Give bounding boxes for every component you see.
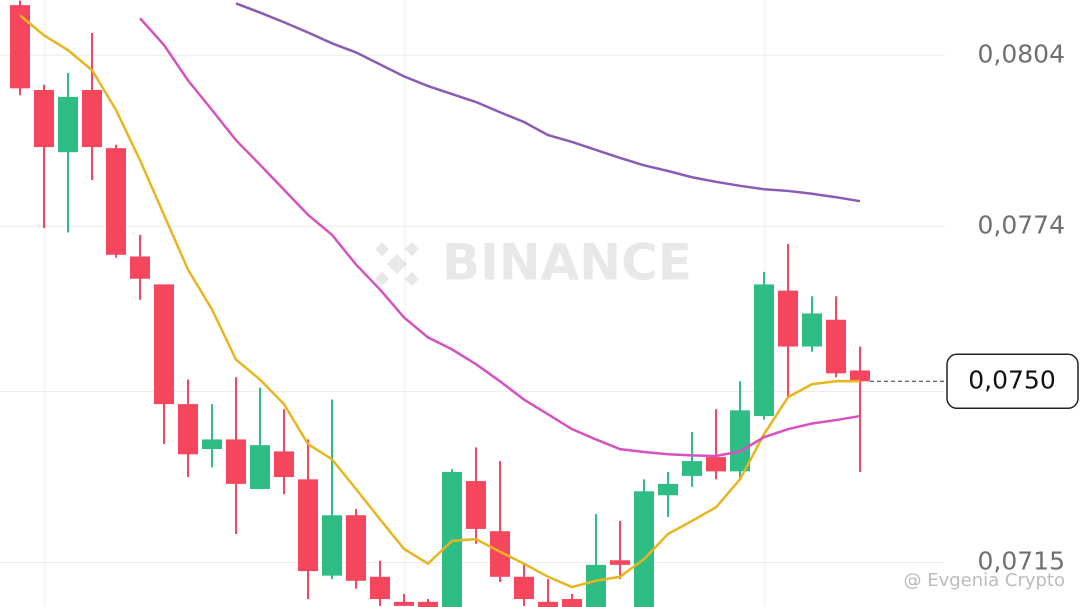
candle-body	[610, 560, 630, 565]
candle-body	[298, 479, 318, 572]
y-tick-label: 0,0774	[978, 210, 1065, 239]
candle-body	[490, 531, 510, 577]
y-tick-label: 0,0715	[978, 547, 1065, 576]
plot	[10, 0, 870, 607]
candle-body	[226, 439, 246, 484]
candle-body	[442, 471, 462, 607]
candle-body	[466, 481, 486, 529]
candle-body	[202, 439, 222, 450]
candle-body	[802, 313, 822, 347]
candle-body	[82, 90, 102, 148]
candle-body	[274, 451, 294, 478]
candle-body	[850, 370, 870, 382]
candle-body	[514, 576, 534, 600]
watermark-text: BINANCE	[442, 234, 692, 292]
candle-body	[250, 445, 270, 490]
candle-body	[706, 457, 726, 472]
candle-body	[826, 319, 846, 374]
watermark: BINANCE	[375, 234, 692, 292]
candle-body	[322, 515, 342, 576]
y-tick-label: 0,0804	[978, 39, 1065, 68]
credit: @ Evgenia Crypto	[903, 570, 1065, 591]
candle-body	[58, 96, 78, 153]
ma-line	[19, 14, 860, 589]
candle-body	[418, 601, 438, 607]
candle-body	[730, 410, 750, 472]
price-box	[946, 353, 1079, 410]
candle-body	[178, 404, 198, 455]
candle-body	[754, 284, 774, 417]
watermark-logo	[375, 242, 419, 286]
candle-body	[346, 515, 366, 581]
candle-body	[10, 5, 30, 89]
candle-body	[562, 599, 582, 607]
candle-body	[634, 491, 654, 607]
candle-body	[154, 284, 174, 405]
candle-body	[778, 290, 798, 347]
candle-body	[538, 601, 558, 607]
candle-body	[130, 256, 150, 279]
candle-body	[394, 601, 414, 606]
ma-line	[139, 17, 861, 458]
candle-body	[658, 483, 678, 496]
price-label: 0,0750	[968, 365, 1055, 394]
candle-body	[586, 564, 606, 607]
candle-body	[34, 90, 54, 148]
ma-line	[235, 2, 861, 203]
candle-body	[682, 461, 702, 476]
candle-body	[106, 148, 126, 255]
candle-body	[370, 576, 390, 600]
